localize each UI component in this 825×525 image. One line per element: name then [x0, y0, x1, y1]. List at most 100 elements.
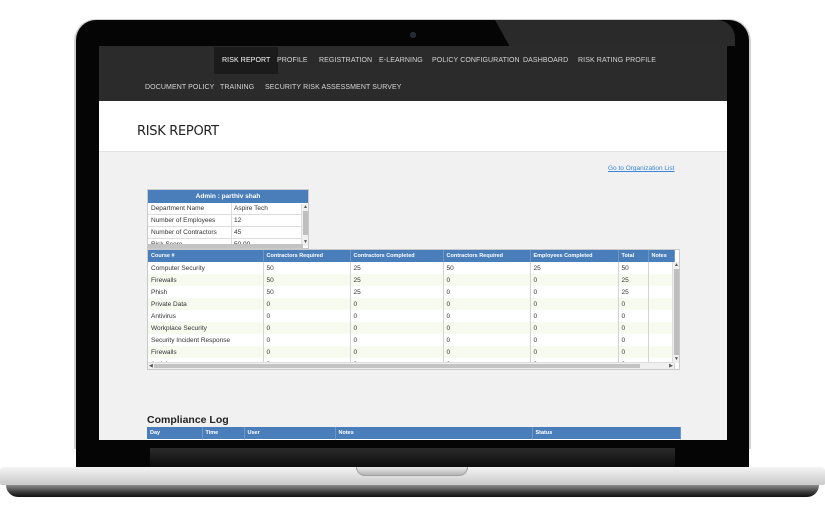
cell: [244, 439, 336, 440]
cell-course: Firewalls: [148, 346, 264, 358]
nav-risk-rating-profile[interactable]: RISK RATING PROFILE: [578, 57, 657, 64]
cell: 0: [530, 346, 619, 358]
scroll-thumb[interactable]: [674, 269, 679, 355]
nav-profile[interactable]: PROFILE: [277, 57, 308, 64]
cell: 0: [618, 334, 649, 346]
cell: 0: [618, 298, 649, 310]
cell: 50: [263, 274, 351, 286]
admin-row: Number of Employees 12: [148, 215, 308, 227]
nav-registration[interactable]: REGISTRATION: [319, 57, 373, 64]
cell: 0: [618, 310, 649, 322]
scroll-thumb[interactable]: [154, 364, 640, 368]
cell: 0: [350, 346, 444, 358]
cell: 25: [618, 286, 649, 298]
nav-e-learning[interactable]: E-LEARNING: [379, 57, 423, 64]
course-table: Course # Contractors Required Contractor…: [148, 250, 675, 369]
cell-notes: [648, 322, 675, 334]
nav-training[interactable]: TRAINING: [220, 84, 255, 91]
page-header: RISK REPORT: [99, 101, 727, 152]
laptop-notch: [356, 467, 468, 476]
admin-key: Number of Contractors: [151, 229, 217, 236]
cell-notes: [648, 310, 675, 322]
compliance-log-title: Compliance Log: [147, 414, 229, 426]
cell: 0: [530, 274, 619, 286]
cell: 25: [530, 262, 619, 274]
cell: 0: [443, 286, 531, 298]
table-row: Computer Security 50 25 50 25 50: [148, 262, 675, 274]
cell: 0: [263, 310, 351, 322]
cell: 25: [350, 274, 444, 286]
col-time[interactable]: Time: [202, 427, 245, 439]
scroll-down-icon[interactable]: ▼: [674, 356, 679, 362]
cell: 50: [443, 262, 531, 274]
col-employees-completed[interactable]: Employees Completed: [530, 250, 619, 262]
col-contractors-required-2[interactable]: Contractors Required: [443, 250, 531, 262]
nav-dashboard[interactable]: DASHBOARD: [523, 57, 569, 64]
camera-icon: [410, 32, 416, 38]
admin-vertical-scrollbar[interactable]: ▲ ▼: [301, 204, 308, 246]
cell-course: Firewalls: [148, 274, 264, 286]
nav-risk-report[interactable]: RISK REPORT: [214, 47, 279, 74]
col-notes[interactable]: Notes: [648, 250, 675, 262]
cell: 0: [443, 310, 531, 322]
cell-course: Phish: [148, 286, 264, 298]
nav-document-policy[interactable]: DOCUMENT POLICY: [145, 84, 215, 91]
scroll-left-icon[interactable]: ◀: [149, 363, 153, 369]
cell: [202, 439, 245, 440]
col-contractors-required[interactable]: Contractors Required: [263, 250, 351, 262]
col-day[interactable]: Day: [147, 427, 203, 439]
col-total[interactable]: Total: [618, 250, 649, 262]
admin-value: 12: [231, 215, 241, 227]
laptop-base-lip: [6, 485, 819, 497]
cell-course: Security Incident Response: [148, 334, 264, 346]
page-title: RISK REPORT: [137, 124, 219, 139]
cell: 0: [530, 310, 619, 322]
col-course[interactable]: Course #: [148, 250, 264, 262]
go-to-organization-list-link[interactable]: Go to Organization List: [608, 165, 675, 172]
cell: 50: [263, 262, 351, 274]
cell-course: Antivirus: [148, 310, 264, 322]
course-vertical-scrollbar[interactable]: ▲ ▼: [672, 262, 679, 363]
laptop-base: [0, 467, 825, 485]
scroll-up-icon[interactable]: ▲: [674, 262, 679, 268]
col-user[interactable]: User: [244, 427, 336, 439]
cell: 0: [443, 334, 531, 346]
nav-security-risk-assessment-survey[interactable]: SECURITY RISK ASSESSMENT SURVEY: [265, 84, 402, 91]
admin-key: Number of Employees: [151, 217, 216, 224]
col-contractors-completed[interactable]: Contractors Completed: [350, 250, 444, 262]
table-row: Firewalls 0 0 0 0 0: [148, 346, 675, 358]
cell: 0: [530, 298, 619, 310]
top-nav: RISK REPORT PROFILE REGISTRATION E-LEARN…: [99, 46, 727, 101]
course-horizontal-scrollbar[interactable]: ◀ ▶: [148, 362, 674, 369]
nav-policy-configuration[interactable]: POLICY CONFIGURATION: [432, 57, 520, 64]
cell: 0: [618, 346, 649, 358]
cell: 25: [618, 274, 649, 286]
compliance-log-header: Day Time User Notes Status: [147, 427, 681, 439]
admin-horizontal-scrollbar[interactable]: [148, 244, 303, 248]
scroll-right-icon[interactable]: ▶: [669, 363, 673, 369]
col-notes[interactable]: Notes: [335, 427, 533, 439]
scroll-down-icon[interactable]: ▼: [303, 239, 308, 245]
scroll-thumb[interactable]: [303, 211, 308, 235]
admin-row: Department Name Aspire Tech: [148, 203, 308, 215]
scroll-up-icon[interactable]: ▲: [303, 204, 308, 210]
cell-notes: [648, 298, 675, 310]
screen: RISK REPORT PROFILE REGISTRATION E-LEARN…: [99, 46, 727, 440]
cell-notes: [648, 262, 675, 274]
cell-course: Private Data: [148, 298, 264, 310]
cell: 0: [443, 346, 531, 358]
laptop-hinge: [150, 448, 675, 467]
col-status[interactable]: Status: [532, 427, 681, 439]
cell: 0: [618, 322, 649, 334]
cell: 0: [263, 346, 351, 358]
cell: 0: [530, 334, 619, 346]
cell-course: Computer Security: [148, 262, 264, 274]
cell: 0: [350, 334, 444, 346]
admin-value: Aspire Tech: [231, 203, 268, 215]
cell: [147, 439, 203, 440]
cell: 0: [263, 334, 351, 346]
cell-notes: [648, 334, 675, 346]
table-row: Phish 50 25 0 0 25: [148, 286, 675, 298]
cell: 0: [263, 298, 351, 310]
